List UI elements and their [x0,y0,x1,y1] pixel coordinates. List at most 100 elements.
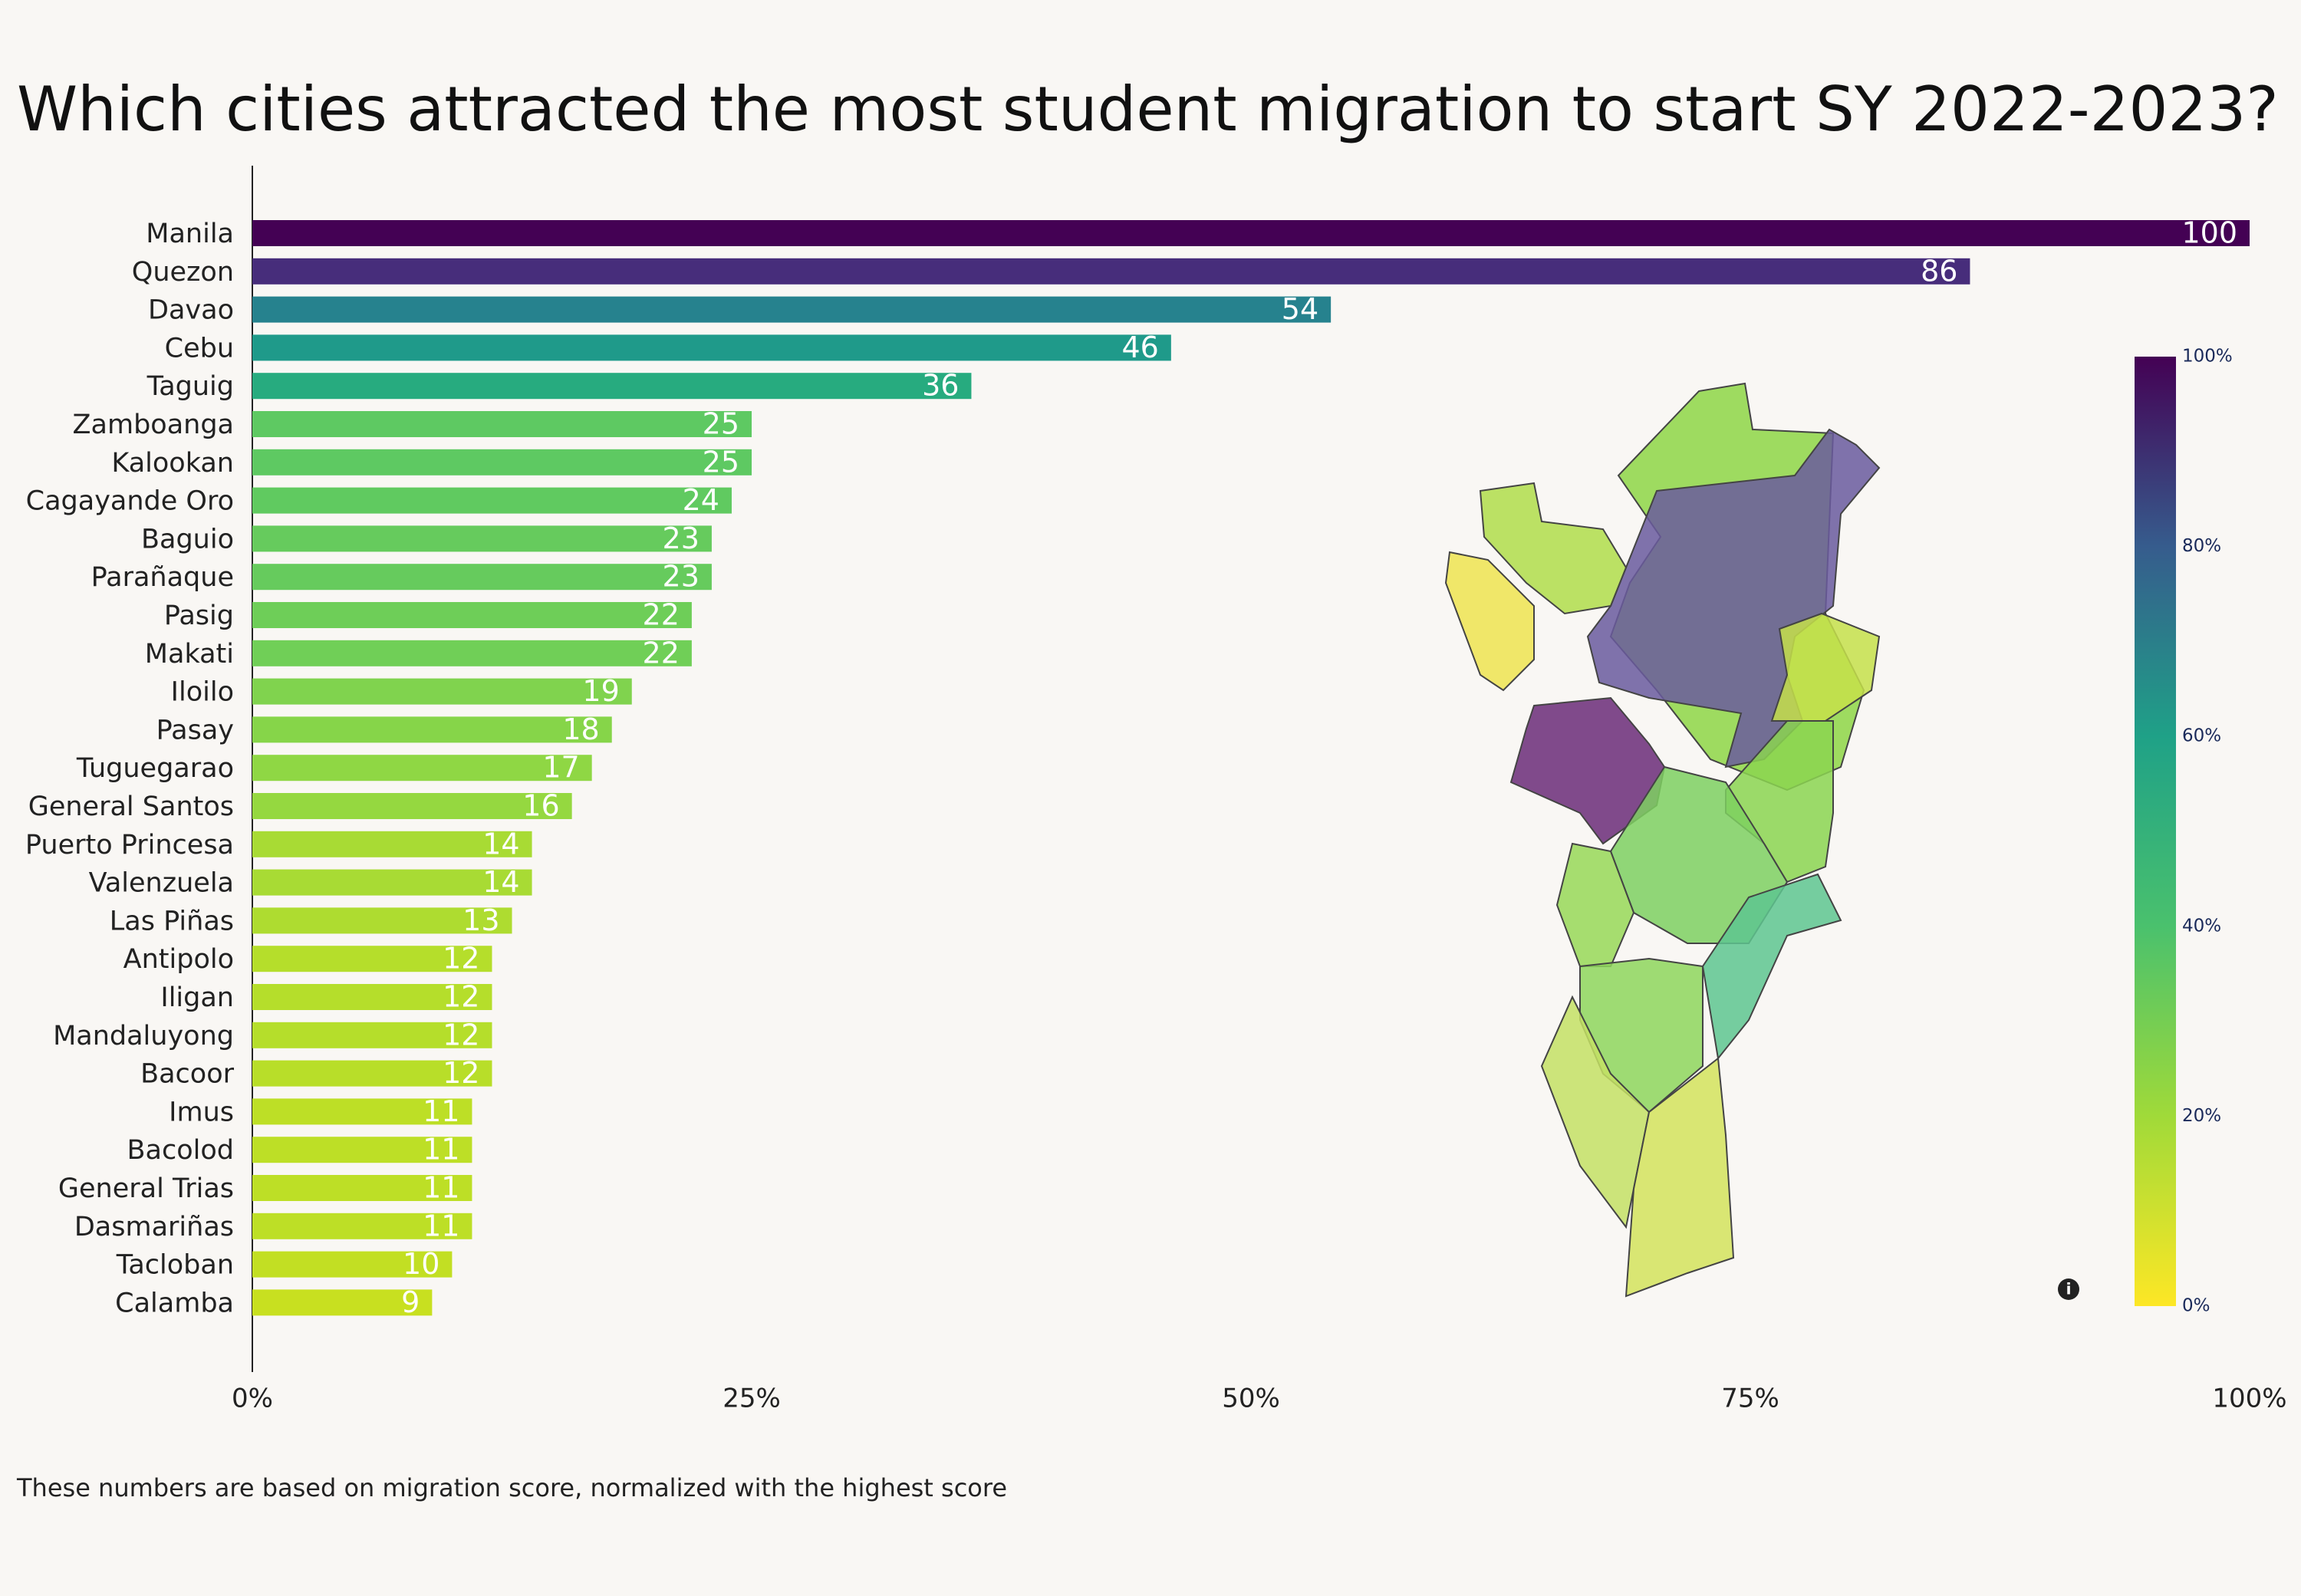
value-label: 54 [1282,292,1318,326]
chart-title: Which cities attracted the most student … [17,74,2279,145]
map-region [1625,1057,1735,1298]
bar [252,411,752,437]
value-label: 13 [463,903,499,937]
value-label: 14 [482,865,519,899]
bar [252,946,492,972]
info-icon[interactable] [2058,1278,2079,1300]
bar [252,1213,472,1239]
y-tick-label: Las Piñas [110,906,234,936]
value-label: 19 [582,674,619,708]
map-region [1701,873,1842,1061]
value-label: 17 [542,751,579,785]
value-label: 22 [643,598,680,632]
value-label: 16 [522,789,559,823]
bar [252,525,712,552]
bar [252,1098,472,1125]
y-tick-label: Cebu [165,333,234,364]
colorbar-tick-label: 40% [2182,916,2221,936]
bar [252,258,1970,285]
y-tick-label: Baguio [141,524,234,554]
map [1444,382,1881,1298]
y-tick-label: Kalookan [111,448,234,479]
value-label: 11 [423,1171,459,1205]
map-region [1770,612,1881,722]
x-tick-label: 50% [1222,1384,1280,1414]
bar [252,1060,492,1087]
value-label: 10 [403,1247,439,1281]
value-label: 9 [401,1285,420,1319]
bar [252,1289,433,1316]
footnote: These numbers are based on migration sco… [16,1473,1007,1502]
y-tick-label: Antipolo [123,944,234,975]
value-label: 23 [663,522,700,555]
map-region [1540,995,1651,1229]
y-tick-label: General Trias [58,1173,234,1204]
y-tick-label: Bacoor [140,1059,235,1090]
value-label: 100 [2181,216,2237,250]
value-label: 46 [1121,331,1158,364]
value-label: 23 [663,560,700,594]
colorbar-tick-label: 0% [2182,1296,2210,1316]
value-label: 12 [443,1018,479,1051]
bar [252,1137,472,1163]
y-tick-label: Imus [169,1097,234,1127]
y-tick-label: Dasmariñas [74,1212,234,1242]
y-tick-label: Iloilo [171,677,234,708]
y-tick-label: Makati [145,639,234,670]
value-label: 12 [443,980,479,1014]
value-label: 12 [443,1056,479,1090]
bar [252,602,692,628]
y-tick-label: Valenzuela [89,868,234,899]
y-tick-label: Quezon [132,257,234,288]
bar [252,296,1332,323]
y-tick-label: Zamboanga [73,410,234,440]
bar [252,220,2250,246]
bar [252,1175,472,1201]
info-icon-glyph[interactable]: i [2066,1280,2072,1298]
bar [252,755,592,782]
colorbar-tick-label: 20% [2182,1106,2221,1126]
y-tick-label: Parañaque [91,562,234,593]
bar [252,831,532,857]
value-label: 86 [1921,254,1957,288]
x-tick-label: 25% [723,1384,781,1414]
colorbar-tick-label: 100% [2182,347,2233,367]
colorbar-tick-label: 80% [2182,536,2221,556]
map-region [1444,551,1535,692]
value-label: 18 [562,712,599,746]
colorbar [2135,357,2176,1306]
x-tick-label: 75% [1721,1384,1779,1414]
bar [252,449,752,476]
y-tick-label: Davao [148,295,234,326]
y-tick-label: Mandaluyong [53,1021,234,1051]
y-tick-label: Pasay [156,715,234,745]
value-label: 22 [643,636,680,670]
bar [252,716,612,743]
bar [252,640,692,666]
y-tick-label: General Santos [28,791,234,822]
colorbar-tick-label: 60% [2182,726,2221,746]
value-label: 11 [423,1209,459,1242]
value-label: 14 [482,827,519,861]
value-label: 11 [423,1094,459,1128]
y-tick-label: Puerto Princesa [25,830,234,861]
map-region [1479,482,1628,615]
bar [252,869,532,896]
bar [252,678,632,705]
bar [252,1022,492,1048]
bar [252,373,972,400]
y-tick-label: Taguig [146,371,234,402]
y-tick-label: Tuguegarao [76,753,234,784]
bar [252,793,572,819]
bar [252,564,712,591]
value-label: 11 [423,1133,459,1167]
y-tick-label: Iligan [160,982,234,1013]
y-tick-label: Tacloban [116,1250,234,1281]
y-tick-label: Bacolod [127,1135,234,1166]
y-tick-label: Pasig [164,601,234,631]
x-tick-label: 100% [2212,1384,2286,1414]
value-label: 12 [443,942,479,976]
x-tick-label: 0% [232,1384,273,1414]
